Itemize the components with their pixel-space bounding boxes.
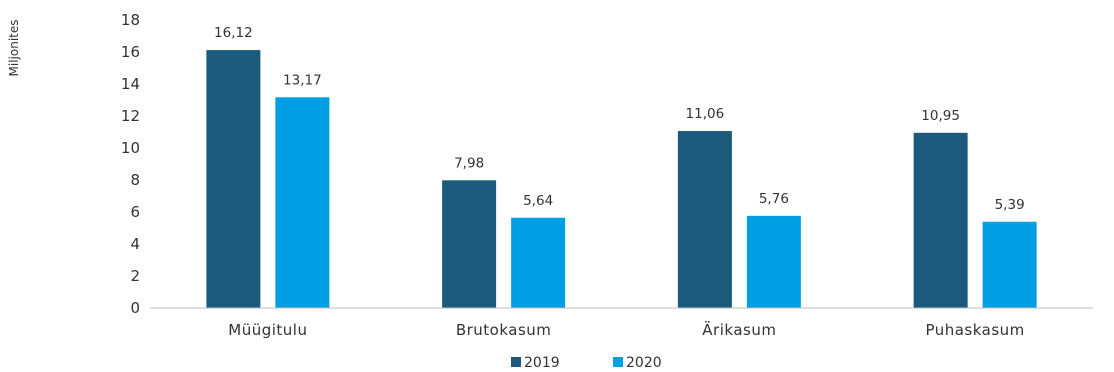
data-label: 5,76: [759, 191, 789, 207]
bar-2020-0: [275, 97, 330, 308]
data-label: 5,64: [523, 193, 553, 209]
legend-label: 2020: [626, 355, 662, 371]
y-tick-label: 12: [121, 107, 140, 125]
y-tick-label: 6: [130, 203, 140, 221]
legend-label: 2019: [524, 355, 560, 371]
data-label: 10,95: [921, 108, 960, 124]
category-label: Brutokasum: [456, 321, 552, 339]
category-label: Ärikasum: [702, 320, 776, 339]
legend-swatch-2019: [511, 357, 521, 367]
legend-swatch-2020: [613, 357, 623, 367]
data-label: 11,06: [686, 106, 725, 122]
bar-2019-1: [442, 180, 497, 308]
y-axis-label: Miljonites: [7, 20, 21, 77]
data-label: 13,17: [283, 72, 322, 88]
y-tick-label: 2: [130, 267, 140, 285]
y-tick-label: 14: [121, 75, 140, 93]
bar-2019-3: [913, 132, 968, 308]
data-labels: 16,12 13,17 7,98 5,64 11,06 5,76 10,95 5,39: [214, 25, 1025, 213]
data-label: 16,12: [214, 25, 253, 41]
category-label: Puhaskasum: [925, 321, 1024, 339]
category-labels: Müügitulu Brutokasum Ärikasum Puhaskasum: [228, 320, 1024, 339]
y-tick-label: 18: [121, 11, 140, 29]
y-tick-label: 0: [130, 299, 140, 317]
y-tick-label: 4: [130, 235, 140, 253]
bars: [206, 50, 1037, 309]
y-tick-label: 8: [130, 171, 140, 189]
y-axis-ticks: 0 2 4 6 8 10 12 14 16 18: [121, 11, 140, 317]
data-label: 5,39: [995, 197, 1025, 213]
bar-2019-0: [206, 50, 261, 309]
y-tick-label: 10: [121, 139, 140, 157]
bar-2020-3: [982, 221, 1037, 308]
y-tick-label: 16: [121, 43, 140, 61]
category-label: Müügitulu: [228, 321, 307, 339]
bar-2019-2: [677, 131, 732, 308]
legend: 2019 2020: [511, 355, 662, 371]
bar-2020-1: [511, 217, 566, 308]
data-label: 7,98: [454, 155, 484, 171]
bar-2020-2: [746, 215, 801, 308]
